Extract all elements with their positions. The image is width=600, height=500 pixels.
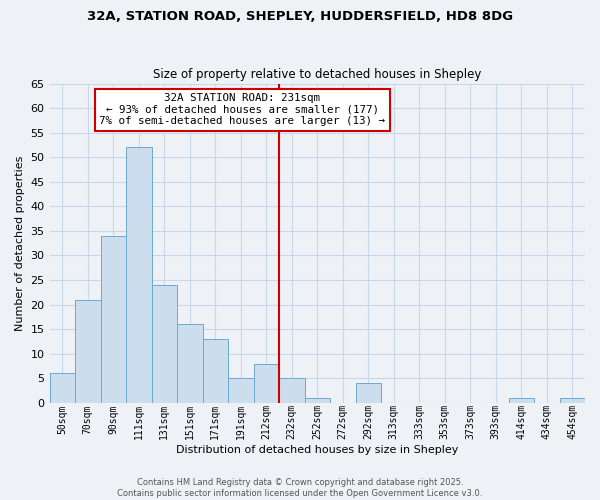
Bar	[356, 383, 381, 403]
Text: 32A STATION ROAD: 231sqm
← 93% of detached houses are smaller (177)
7% of semi-d: 32A STATION ROAD: 231sqm ← 93% of detach…	[100, 93, 385, 126]
Text: Contains HM Land Registry data © Crown copyright and database right 2025.
Contai: Contains HM Land Registry data © Crown c…	[118, 478, 482, 498]
Bar	[509, 398, 534, 403]
Y-axis label: Number of detached properties: Number of detached properties	[15, 156, 25, 331]
Bar	[254, 364, 279, 403]
Bar	[50, 374, 75, 403]
Bar	[228, 378, 254, 403]
Bar	[279, 378, 305, 403]
Title: Size of property relative to detached houses in Shepley: Size of property relative to detached ho…	[153, 68, 481, 81]
Bar	[177, 324, 203, 403]
Bar	[126, 148, 152, 403]
Bar	[203, 339, 228, 403]
X-axis label: Distribution of detached houses by size in Shepley: Distribution of detached houses by size …	[176, 445, 458, 455]
Bar	[75, 300, 101, 403]
Bar	[152, 285, 177, 403]
Bar	[560, 398, 585, 403]
Bar	[305, 398, 330, 403]
Bar	[101, 236, 126, 403]
Text: 32A, STATION ROAD, SHEPLEY, HUDDERSFIELD, HD8 8DG: 32A, STATION ROAD, SHEPLEY, HUDDERSFIELD…	[87, 10, 513, 23]
